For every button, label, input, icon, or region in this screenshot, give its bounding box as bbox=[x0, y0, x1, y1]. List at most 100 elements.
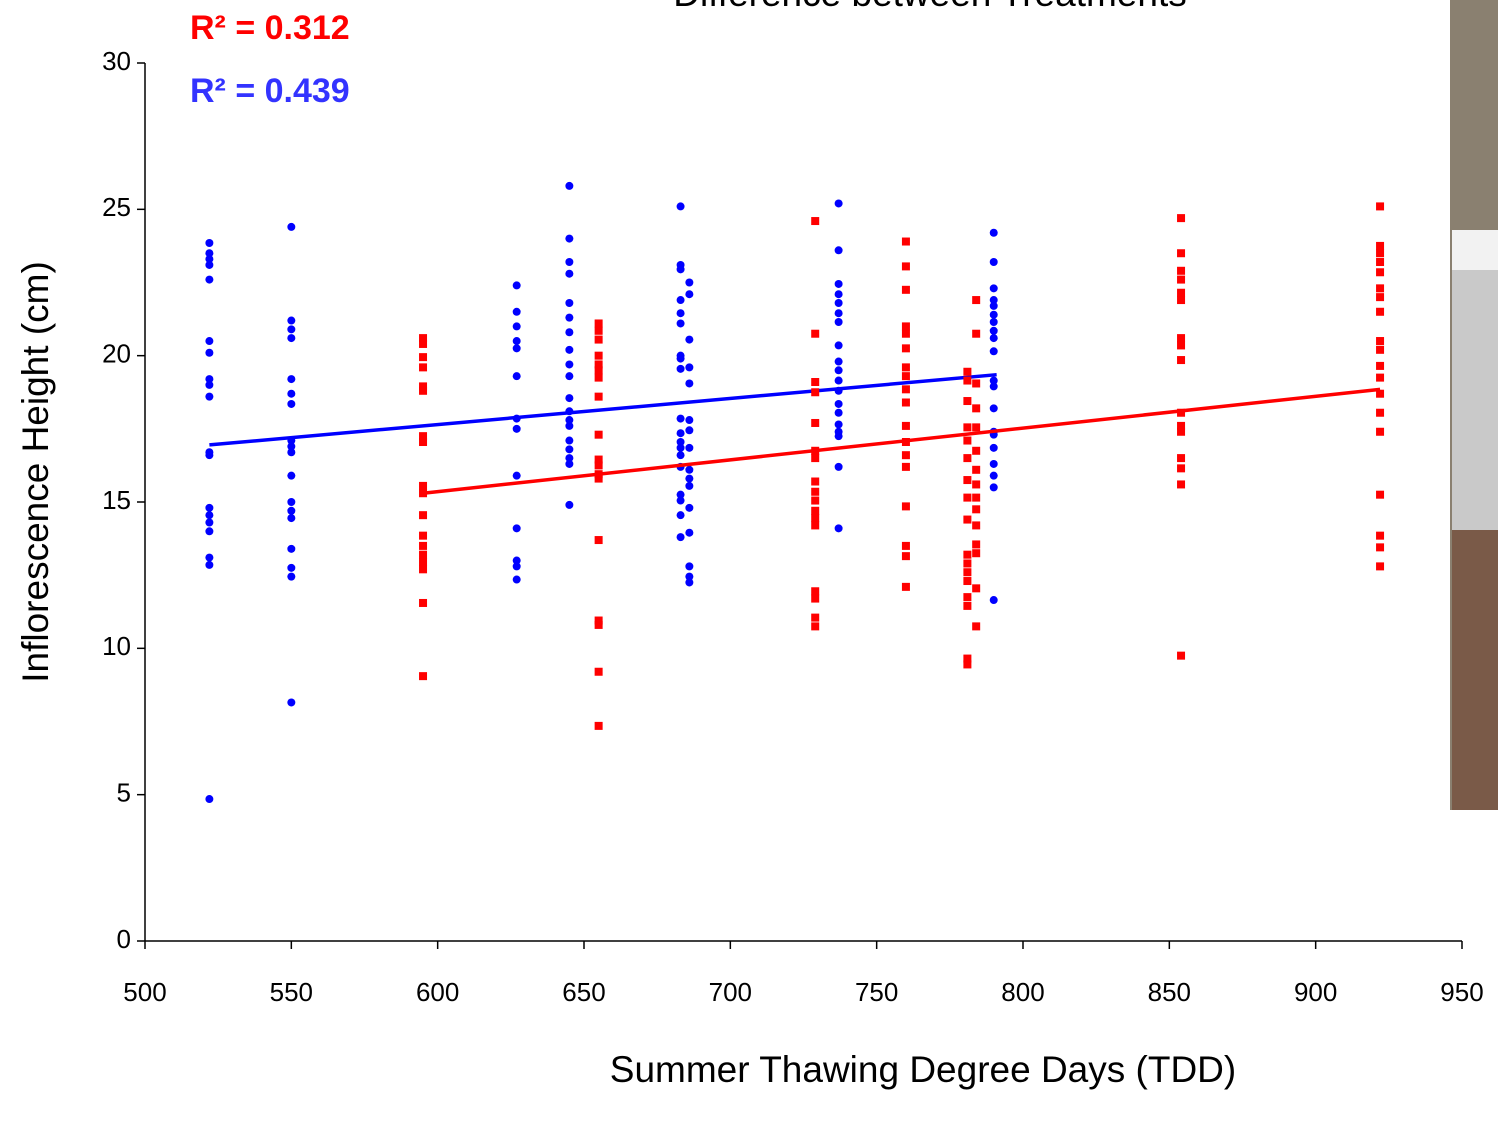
point bbox=[287, 544, 296, 553]
point bbox=[565, 328, 574, 337]
x-tick-label: 650 bbox=[562, 977, 605, 1007]
point bbox=[972, 296, 981, 305]
point bbox=[594, 616, 603, 625]
point bbox=[565, 258, 574, 267]
point bbox=[419, 334, 428, 343]
point bbox=[989, 382, 998, 391]
point bbox=[419, 557, 428, 566]
point bbox=[419, 353, 428, 362]
point bbox=[1177, 464, 1186, 473]
point bbox=[834, 357, 843, 366]
point bbox=[834, 341, 843, 350]
point bbox=[1376, 293, 1385, 302]
point bbox=[287, 514, 296, 523]
point bbox=[989, 301, 998, 310]
point bbox=[989, 459, 998, 468]
trendline bbox=[209, 372, 997, 447]
point bbox=[811, 454, 820, 463]
point bbox=[287, 375, 296, 384]
point bbox=[901, 421, 910, 430]
point bbox=[205, 337, 214, 346]
point bbox=[287, 506, 296, 515]
point bbox=[676, 533, 685, 542]
point bbox=[811, 521, 820, 530]
point bbox=[419, 565, 428, 574]
point bbox=[287, 698, 296, 707]
point bbox=[594, 319, 603, 328]
point bbox=[205, 380, 214, 389]
point bbox=[1376, 258, 1385, 267]
point bbox=[512, 556, 521, 565]
point bbox=[287, 448, 296, 457]
point bbox=[1177, 214, 1186, 223]
x-tick-label: 950 bbox=[1440, 977, 1483, 1007]
point bbox=[989, 334, 998, 343]
point bbox=[834, 298, 843, 307]
point bbox=[901, 502, 910, 511]
point bbox=[1376, 427, 1385, 436]
point bbox=[901, 552, 910, 561]
point bbox=[972, 379, 981, 388]
x-tick-label: 700 bbox=[709, 977, 752, 1007]
x-tick-label: 500 bbox=[123, 977, 166, 1007]
point bbox=[989, 483, 998, 492]
point bbox=[565, 436, 574, 445]
photo-detail bbox=[1452, 230, 1498, 270]
point bbox=[419, 598, 428, 607]
point bbox=[1376, 337, 1385, 346]
point bbox=[1376, 268, 1385, 277]
point bbox=[594, 536, 603, 545]
point bbox=[205, 511, 214, 520]
point bbox=[419, 531, 428, 540]
point bbox=[1177, 427, 1186, 436]
point bbox=[972, 540, 981, 549]
point bbox=[205, 275, 214, 284]
point bbox=[1376, 361, 1385, 370]
point bbox=[205, 527, 214, 536]
point bbox=[594, 360, 603, 369]
point bbox=[901, 541, 910, 550]
point bbox=[565, 345, 574, 354]
trendline bbox=[422, 387, 1381, 495]
point bbox=[205, 451, 214, 460]
point bbox=[205, 260, 214, 269]
point bbox=[963, 397, 972, 406]
point bbox=[565, 394, 574, 403]
point bbox=[972, 446, 981, 455]
point bbox=[1177, 296, 1186, 305]
point bbox=[963, 423, 972, 432]
point bbox=[685, 335, 694, 344]
point bbox=[834, 420, 843, 429]
y-tick-label: 25 bbox=[102, 192, 131, 222]
y-axis-title: Inflorescence Height (cm) bbox=[15, 261, 56, 683]
point bbox=[811, 487, 820, 496]
point bbox=[963, 436, 972, 445]
point bbox=[685, 465, 694, 474]
point bbox=[834, 279, 843, 288]
annotation: R² = 0.439 bbox=[190, 72, 350, 110]
point bbox=[287, 471, 296, 480]
point bbox=[676, 319, 685, 328]
point bbox=[419, 432, 428, 441]
point bbox=[963, 376, 972, 385]
point bbox=[972, 493, 981, 502]
point bbox=[205, 392, 214, 401]
point bbox=[685, 474, 694, 483]
x-tick-label: 750 bbox=[855, 977, 898, 1007]
point bbox=[989, 258, 998, 267]
point bbox=[287, 389, 296, 398]
point bbox=[834, 462, 843, 471]
point bbox=[512, 307, 521, 316]
point bbox=[1376, 307, 1385, 316]
point bbox=[1177, 249, 1186, 258]
point bbox=[676, 265, 685, 274]
point bbox=[287, 399, 296, 408]
point bbox=[676, 202, 685, 211]
point bbox=[594, 430, 603, 439]
point bbox=[419, 541, 428, 550]
point bbox=[594, 620, 603, 629]
x-tick-label: 600 bbox=[416, 977, 459, 1007]
point bbox=[989, 310, 998, 319]
point bbox=[1177, 480, 1186, 489]
point bbox=[901, 582, 910, 591]
